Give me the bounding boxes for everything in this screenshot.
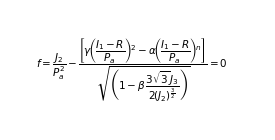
Text: $f = \dfrac{J_{2}}{P_{a}^{2}} - \dfrac{\left[\gamma\!\left(\dfrac{I_{1}-R}{P_{a}: $f = \dfrac{J_{2}}{P_{a}^{2}} - \dfrac{\…: [36, 36, 228, 104]
